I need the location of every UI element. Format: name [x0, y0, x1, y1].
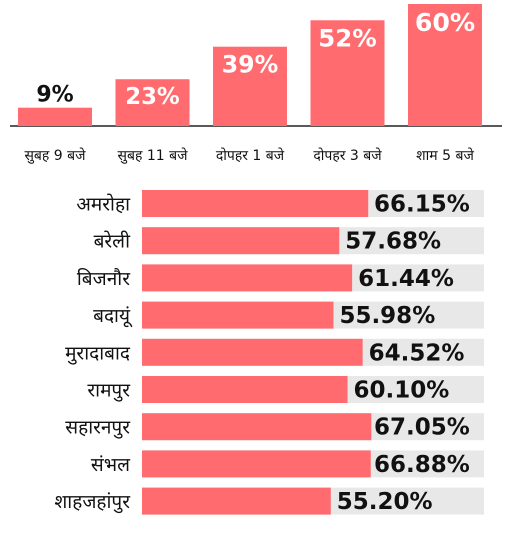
district-label: अमरोहा [76, 193, 131, 216]
district-value-label: 55.98% [339, 303, 435, 329]
district-value-label: 61.44% [358, 266, 454, 292]
time-tick-label: शाम 5 बजे [416, 147, 474, 164]
voting-time-bar-chart: 9% सुबह 9 बजे 23% सुबह 11 बजे 39% दोपहर 1 बजे… [10, 4, 502, 164]
district-bar [142, 413, 372, 441]
district-bar [142, 338, 363, 366]
time-tick-label: दोपहर 1 बजे [216, 147, 285, 164]
district-label: सहारनपुर [65, 417, 131, 440]
district-value-label: 60.10% [354, 378, 450, 404]
district-label: बदायूं [93, 305, 133, 328]
district-value-label: 64.52% [369, 340, 465, 366]
time-bar-value-label: 9% [36, 83, 73, 108]
district-turnout-bar-chart: अमरोहा 66.15% बरेली 57.68% बिजनौर 61.44% बदायू… [54, 190, 484, 515]
time-bar [310, 20, 385, 127]
time-bar-value-label: 52% [318, 24, 376, 53]
district-bar [142, 227, 340, 255]
time-bar [115, 79, 190, 126]
district-bar [142, 264, 353, 292]
district-value-label: 66.88% [374, 452, 470, 478]
time-tick-label: सुबह 9 बजे [24, 147, 86, 164]
district-bar [142, 450, 371, 478]
time-tick-label: सुबह 11 बजे [118, 147, 189, 164]
district-value-label: 57.68% [345, 229, 441, 255]
district-bar [142, 301, 334, 329]
district-bar [142, 487, 331, 515]
district-label: शाहजहांपुर [54, 491, 131, 514]
district-label: मुरादाबाद [65, 342, 131, 365]
district-bar [142, 190, 369, 217]
district-label: संभल [91, 454, 131, 476]
district-label: बरेली [94, 230, 132, 253]
time-bar [213, 46, 287, 127]
time-tick-label: दोपहर 3 बजे [313, 147, 382, 164]
district-label: रामपुर [87, 380, 131, 403]
time-bar-value-label: 23% [125, 84, 180, 110]
time-bar-value-label: 60% [415, 8, 475, 37]
district-value-label: 67.05% [374, 415, 470, 441]
district-value-label: 55.20% [337, 489, 433, 515]
time-bar-value-label: 39% [222, 50, 278, 78]
district-bar [142, 376, 348, 403]
district-value-label: 66.15% [374, 192, 470, 218]
time-bar [408, 4, 482, 126]
time-bar [18, 107, 92, 126]
district-label: बिजनौर [77, 267, 131, 290]
